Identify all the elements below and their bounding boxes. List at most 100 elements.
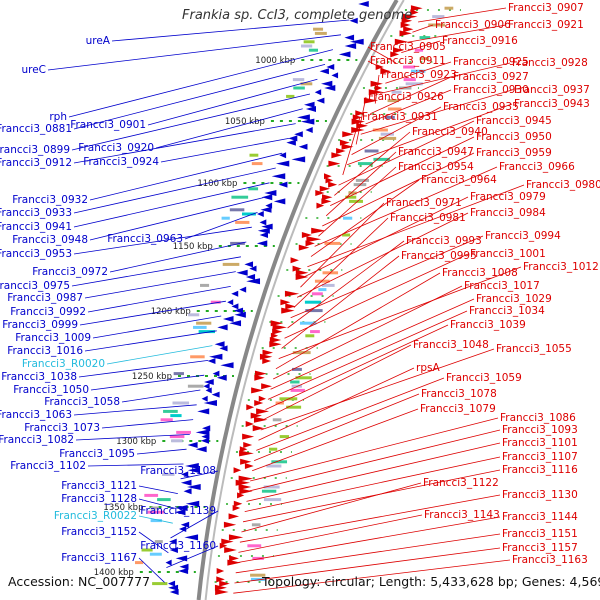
left-annotation-block [292, 78, 305, 82]
forward-strand-gene-arrow [240, 458, 252, 465]
forward-strand-gene-arrow [351, 127, 365, 133]
right-gene-label: Francci3_0928 [512, 57, 588, 69]
forward-strand-gene-arrow [219, 580, 230, 587]
forward-strand-gene-arrow [281, 307, 295, 314]
forward-strand-gene-arrow [370, 80, 383, 87]
left-annotation-block [171, 439, 183, 443]
forward-strand-gene-arrow [401, 17, 413, 24]
reverse-strand-gene-arrow [234, 311, 246, 318]
reverse-strand-gene-arrow [186, 484, 201, 490]
gene-features [135, 1, 454, 595]
forward-strand-gene-arrow [410, 9, 419, 16]
forward-strand-gene-arrow [243, 442, 253, 448]
forward-strand-gene-arrow [239, 488, 253, 495]
right-annotation-block [271, 460, 288, 464]
reverse-strand-gene-arrow [184, 534, 199, 541]
forward-strand-gene-arrow [328, 181, 338, 188]
right-gene-label: Francci3_1029 [476, 293, 552, 305]
right-annotation-block [414, 48, 424, 52]
left-leader-line [68, 49, 333, 118]
left-annotation-block [221, 216, 230, 220]
left-annotation-block [242, 212, 256, 216]
left-annotation-block [300, 44, 313, 48]
right-leader-line [287, 240, 405, 329]
right-leader-line [296, 212, 469, 298]
right-leader-line [281, 255, 400, 349]
forward-strand-gene-arrow [399, 30, 412, 37]
kbp-tick-label: 1000 kbp [255, 56, 295, 66]
reverse-strand-gene-arrow [185, 500, 200, 507]
right-leader-line [258, 367, 415, 441]
right-leader-line [233, 559, 511, 594]
forward-strand-gene-arrow [306, 236, 322, 243]
reverse-strand-gene-arrow [245, 274, 256, 280]
left-annotation-block [141, 548, 153, 552]
right-gene-label: Francci3_0930 [453, 84, 529, 96]
left-gene-label: Francci3_1050 [13, 384, 89, 396]
reverse-strand-gene-arrow [168, 584, 179, 591]
left-annotation-block [200, 283, 210, 287]
forward-strand-gene-arrow [295, 269, 309, 276]
right-annotation-block [364, 149, 379, 153]
right-annotation-block [348, 191, 357, 195]
reverse-strand-gene-arrow [187, 442, 198, 448]
left-annotation-block [176, 430, 191, 434]
right-annotation-block [310, 330, 320, 334]
right-annotation-block [403, 78, 416, 82]
reverse-strand-gene-arrow [239, 286, 247, 293]
forward-strand-gene-arrow [238, 484, 252, 490]
reverse-strand-gene-arrow [260, 206, 272, 213]
right-leader-line [235, 533, 501, 574]
right-leader-line [241, 482, 422, 533]
right-annotation-block [444, 6, 454, 10]
left-annotation-block [135, 561, 144, 565]
right-annotation-block [419, 57, 430, 61]
forward-strand-gene-arrow [219, 542, 228, 549]
left-gene-label: Francci3_1095 [59, 448, 135, 460]
forward-strand-gene-arrow [355, 110, 365, 117]
reverse-strand-gene-arrow [297, 114, 310, 121]
right-annotation-block [387, 99, 400, 103]
left-annotation-block [190, 355, 205, 359]
forward-strand-gene-arrow [342, 131, 354, 138]
reverse-strand-gene-arrow [244, 261, 254, 268]
left-annotation-block [231, 195, 249, 199]
right-annotation-block [345, 195, 357, 199]
right-leader-line [300, 202, 385, 288]
left-gene-label: Francci3_1139 [140, 505, 216, 517]
forward-strand-gene-arrow [295, 274, 309, 280]
reverse-strand-gene-arrow [174, 509, 186, 516]
right-annotation-block [342, 233, 351, 237]
left-annotation-block [230, 241, 245, 245]
right-annotation-block [398, 86, 412, 90]
forward-strand-gene-arrow [214, 584, 227, 591]
right-annotation-block [292, 367, 302, 371]
reverse-strand-gene-arrow [294, 131, 303, 138]
right-gene-label: Francci3_1048 [413, 339, 489, 351]
right-gene-label: Francci3_0943 [514, 98, 590, 110]
right-annotation-block [355, 178, 370, 182]
forward-strand-gene-arrow [280, 299, 291, 306]
left-leader-line [166, 545, 219, 568]
right-annotation-block [269, 447, 278, 451]
forward-strand-gene-arrow [394, 38, 408, 45]
left-leader-line [138, 531, 169, 554]
left-gene-label: Francci3_0881 [0, 123, 72, 135]
kbp-tick-label: 1350 kbp [103, 503, 143, 513]
forward-strand-gene-arrow [305, 240, 315, 247]
forward-strand-gene-arrow [244, 463, 254, 469]
reverse-strand-gene-arrow [201, 433, 210, 440]
left-gene-label: Francci3_0975 [0, 280, 70, 292]
right-gene-label: Francci3_0907 [508, 2, 584, 14]
forward-strand-gene-arrow [227, 559, 241, 566]
reverse-strand-gene-arrow [219, 345, 228, 352]
left-gene-label: Francci3_1102 [10, 460, 86, 472]
reverse-strand-gene-arrow [216, 374, 227, 381]
right-annotation-block [410, 69, 426, 73]
reverse-strand-gene-arrow [205, 387, 212, 394]
reverse-strand-gene-arrow [204, 379, 214, 385]
forward-strand-gene-arrow [393, 47, 404, 54]
right-leader-line [380, 62, 511, 94]
reverse-strand-gene-arrow [246, 278, 261, 285]
